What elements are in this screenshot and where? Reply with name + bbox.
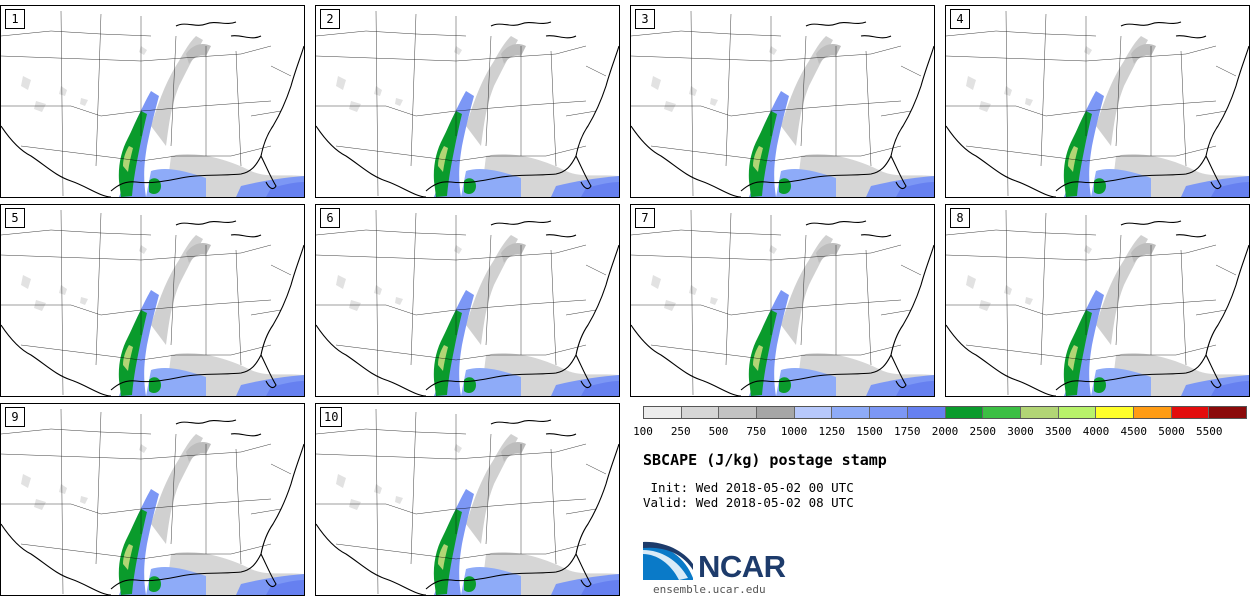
colorbar-tick-label: 750 <box>746 425 767 438</box>
colorbar-tick-label: 1750 <box>894 425 921 438</box>
member-number-label: 6 <box>320 208 340 228</box>
ncar-logo-text: NCAR <box>698 549 786 584</box>
sbcape-map <box>316 205 619 396</box>
colorbar-swatch <box>870 407 908 418</box>
valid-label: Valid: <box>643 495 689 510</box>
ensemble-member-map[interactable]: 6 <box>315 204 620 397</box>
valid-value: Wed 2018-05-02 08 UTC <box>695 495 854 510</box>
sbcape-map <box>631 6 934 197</box>
member-number-label: 8 <box>950 208 970 228</box>
sbcape-map <box>631 205 934 396</box>
valid-time: Valid: Wed 2018-05-02 08 UTC <box>643 495 854 510</box>
colorbar-swatch <box>1020 407 1059 418</box>
ensemble-member-map[interactable]: 1 <box>0 5 305 198</box>
colorbar-swatch <box>644 407 682 418</box>
member-number-label: 9 <box>5 407 25 427</box>
colorbar-tick-label: 500 <box>708 425 729 438</box>
sbcape-map <box>1 404 304 595</box>
ensemble-member-map[interactable]: 10 <box>315 403 620 596</box>
sbcape-map <box>316 404 619 595</box>
colorbar-swatch <box>1209 407 1246 418</box>
colorbar-tick-label: 2500 <box>969 425 997 438</box>
ensemble-member-map[interactable]: 9 <box>0 403 305 596</box>
ncar-logo-icon <box>643 541 693 580</box>
sbcape-map <box>1 6 304 197</box>
member-number-label: 10 <box>320 407 343 427</box>
member-number-label: 1 <box>5 9 25 29</box>
colorbar-tick-label: 3000 <box>1007 425 1034 438</box>
ensemble-member-map[interactable]: 2 <box>315 5 620 198</box>
sbcape-colorbar <box>643 406 1247 419</box>
member-number-label: 3 <box>635 9 655 29</box>
colorbar-tick-label: 5500 <box>1196 425 1223 438</box>
colorbar-tick-label: 2000 <box>931 425 959 438</box>
sbcape-map <box>946 205 1249 396</box>
ensemble-member-map[interactable]: 8 <box>945 204 1250 397</box>
ensemble-member-map[interactable]: 5 <box>0 204 305 397</box>
colorbar-tick-label: 1500 <box>856 425 883 438</box>
colorbar-swatch <box>832 407 871 418</box>
init-label: Init: <box>643 480 689 495</box>
colorbar-swatch <box>1171 407 1210 418</box>
member-number-label: 2 <box>320 9 340 29</box>
ensemble-member-map[interactable]: 4 <box>945 5 1250 198</box>
sbcape-map <box>316 6 619 197</box>
colorbar-swatch <box>945 407 984 418</box>
colorbar-tick-label: 100 <box>633 425 653 438</box>
chart-title: SBCAPE (J/kg) postage stamp <box>643 451 887 469</box>
init-time: Init: Wed 2018-05-02 00 UTC <box>643 480 854 495</box>
ensemble-url[interactable]: ensemble.ucar.edu <box>653 583 766 596</box>
colorbar-tick-label: 3500 <box>1045 425 1072 438</box>
colorbar-tick-label: 4000 <box>1082 425 1110 438</box>
colorbar-swatch <box>794 407 833 418</box>
member-number-label: 7 <box>635 208 655 228</box>
colorbar-swatch <box>757 407 795 418</box>
colorbar-swatch <box>907 407 946 418</box>
colorbar-swatch <box>719 407 758 418</box>
sbcape-map <box>946 6 1249 197</box>
init-value: Wed 2018-05-02 00 UTC <box>695 480 854 495</box>
colorbar-tick-label: 1250 <box>818 425 846 438</box>
colorbar-tick-label: 5000 <box>1158 425 1185 438</box>
colorbar-tick-label: 250 <box>670 425 691 438</box>
colorbar-swatch <box>681 407 720 418</box>
colorbar-tick-label: 1000 <box>780 425 808 438</box>
member-number-label: 5 <box>5 208 25 228</box>
sbcape-map <box>1 205 304 396</box>
colorbar-swatch <box>1058 407 1097 418</box>
colorbar-tick-labels: 100 250 500 750 1000 1250 1500 1750 2000 2500 3000… <box>633 425 1247 439</box>
ensemble-member-map[interactable]: 7 <box>630 204 935 397</box>
colorbar-swatch <box>1133 407 1172 418</box>
ensemble-member-map[interactable]: 3 <box>630 5 935 198</box>
colorbar-swatch <box>1096 407 1134 418</box>
colorbar-tick-label: 4500 <box>1120 425 1148 438</box>
member-number-label: 4 <box>950 9 970 29</box>
colorbar-swatch <box>983 407 1021 418</box>
